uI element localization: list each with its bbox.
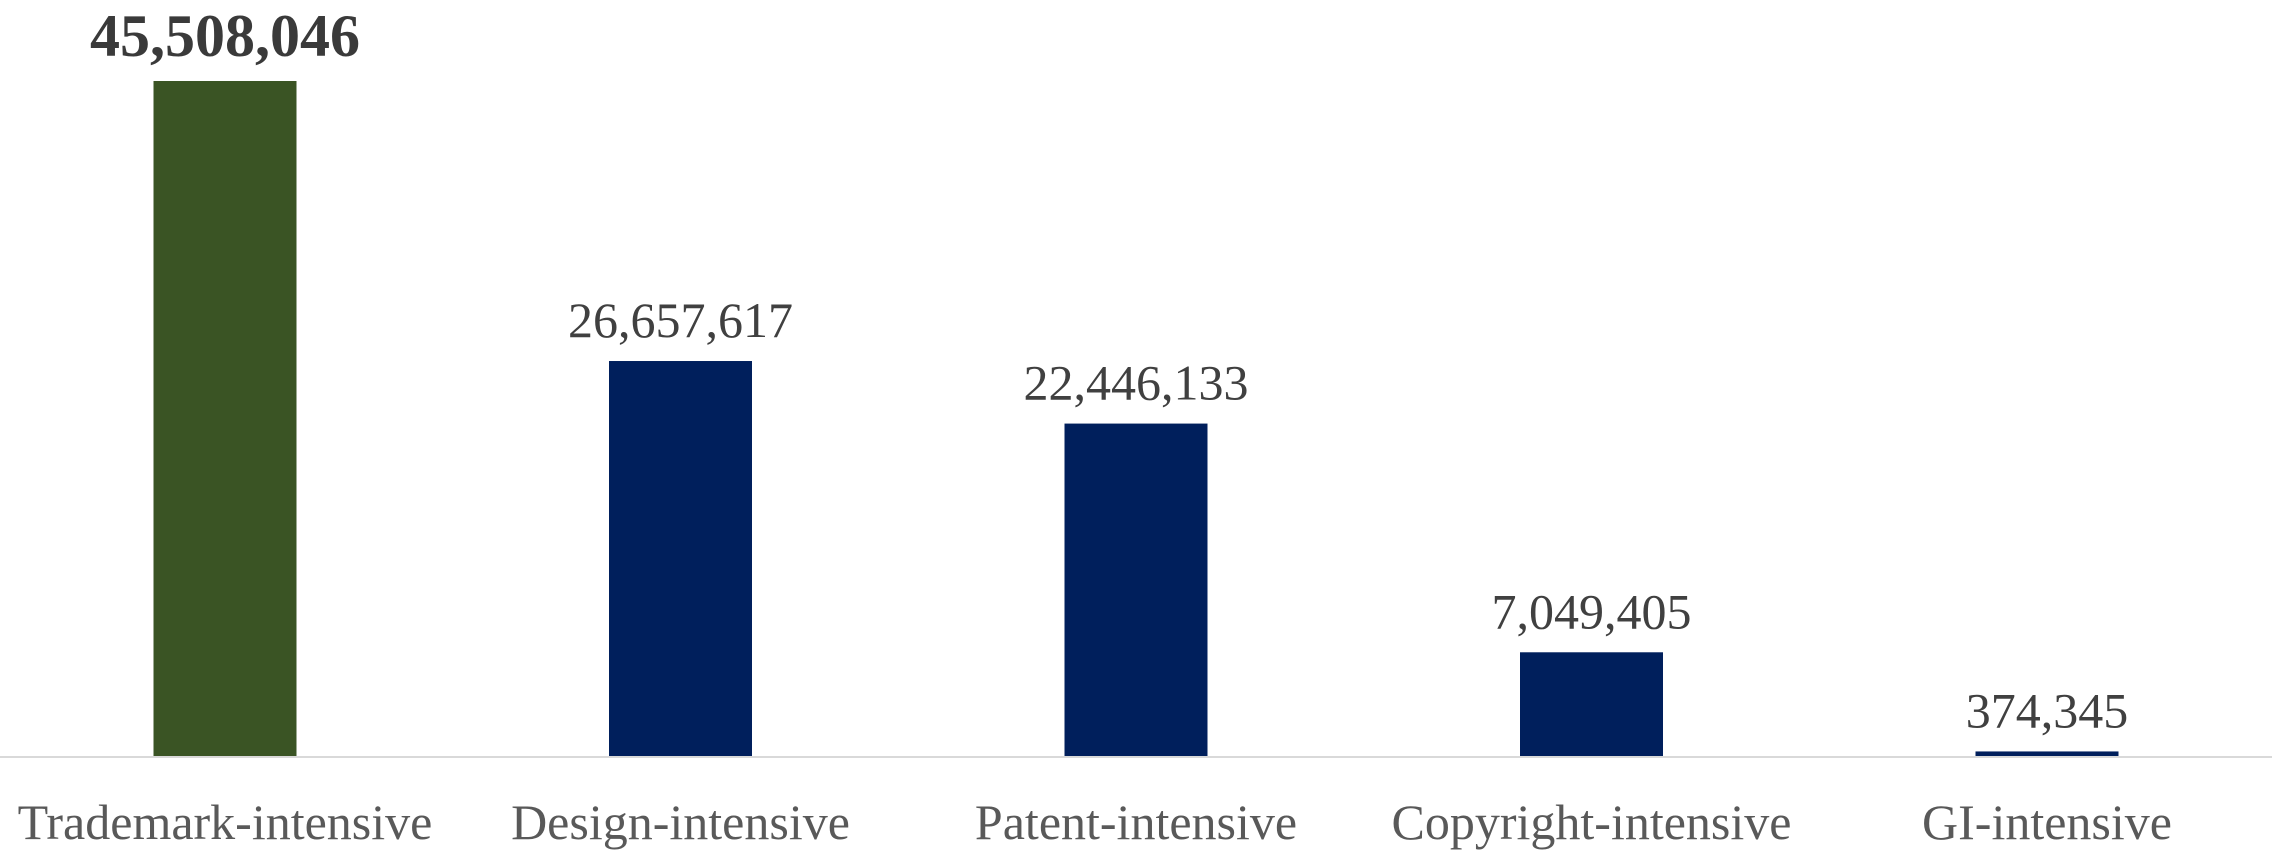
value-labels-group: 45,508,046 26,657,617 22,446,133 7,049,405 3… [90,3,2128,738]
bars-group [153,81,2119,757]
value-label-design-intensive: 26,657,617 [568,292,793,348]
bar-copyright-intensive [1520,652,1663,757]
value-label-copyright-intensive: 7,049,405 [1492,583,1692,639]
category-label-patent-intensive: Patent-intensive [975,794,1297,850]
bar-trademark-intensive [153,81,297,757]
category-label-design-intensive: Design-intensive [511,794,850,850]
value-label-trademark-intensive: 45,508,046 [90,3,360,69]
category-label-trademark-intensive: Trademark-intensive [18,794,433,850]
bar-design-intensive [609,361,752,757]
category-label-gi-intensive: GI-intensive [1922,794,2172,850]
bar-patent-intensive [1064,423,1208,757]
value-label-patent-intensive: 22,446,133 [1024,355,1249,411]
category-labels-group: Trademark-intensive Design-intensive Paten… [18,794,2172,850]
value-label-gi-intensive: 374,345 [1966,682,2129,738]
bar-gi-intensive [1975,751,2119,757]
category-label-copyright-intensive: Copyright-intensive [1392,794,1792,850]
